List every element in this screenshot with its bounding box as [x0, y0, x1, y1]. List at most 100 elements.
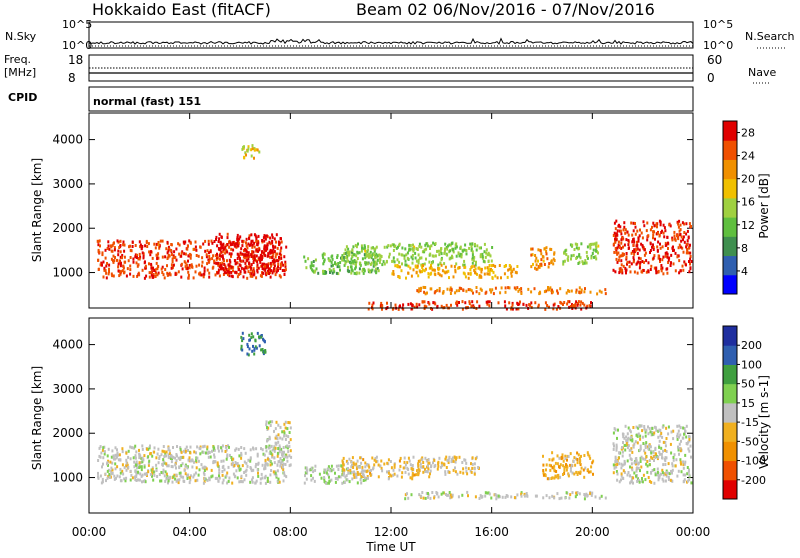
power-cell	[660, 231, 663, 234]
velocity-cell	[490, 496, 493, 500]
power-cell	[437, 249, 440, 253]
velocity-cell	[196, 456, 199, 460]
power-cell	[616, 229, 619, 233]
velocity-cell	[217, 449, 220, 453]
power-cell	[117, 249, 120, 253]
plot-title: Hokkaido East (fitACF)	[92, 0, 271, 19]
velocity-colorbar-segment	[723, 402, 737, 423]
power-cell	[516, 286, 519, 290]
velocity-cell	[687, 440, 690, 444]
power-cell	[636, 252, 639, 255]
velocity-cell	[638, 425, 641, 429]
velocity-cell	[266, 457, 269, 461]
velocity-cell	[441, 464, 444, 468]
velocity-cell	[179, 457, 182, 461]
power-cell	[452, 275, 455, 279]
power-cell	[631, 240, 634, 244]
power-cell	[619, 229, 622, 233]
velocity-cell	[667, 462, 670, 466]
velocity-cell	[413, 473, 416, 477]
power-cell	[655, 232, 658, 236]
velocity-cell	[283, 473, 286, 477]
velocity-cell	[191, 465, 194, 469]
power-cell	[130, 249, 133, 253]
velocity-cell	[189, 451, 192, 455]
power-cell	[589, 246, 592, 250]
velocity-cell	[580, 466, 583, 470]
power-cell	[304, 259, 307, 263]
velocity-cell	[203, 444, 206, 448]
power-cell	[585, 261, 588, 265]
power-cell	[370, 270, 373, 274]
power-cell	[205, 255, 208, 259]
velocity-cell	[199, 445, 202, 449]
power-cell	[405, 263, 408, 267]
velocity-cell	[670, 430, 673, 434]
power-cell	[237, 268, 240, 271]
power-cell	[622, 228, 625, 232]
power-cell	[264, 245, 266, 249]
power-cell	[678, 219, 681, 223]
power-cell	[409, 302, 412, 306]
velocity-cell	[474, 457, 477, 461]
velocity-cell	[221, 473, 224, 477]
power-cell	[471, 300, 474, 304]
velocity-cell	[642, 457, 645, 461]
velocity-cell	[422, 461, 425, 464]
power-cell	[424, 286, 427, 289]
power-cell	[112, 274, 115, 278]
power-cell	[685, 232, 688, 236]
velocity-cell	[179, 447, 182, 451]
velocity-cell	[306, 471, 309, 475]
power-cell	[360, 244, 363, 248]
velocity-cell	[360, 481, 363, 485]
power-cell	[488, 269, 491, 273]
velocity-cell	[312, 476, 314, 480]
power-cell	[264, 237, 267, 241]
power-cell	[645, 229, 648, 233]
power-cell	[217, 270, 220, 274]
power-cell	[652, 256, 655, 260]
power-cell	[431, 261, 434, 265]
power-cell	[671, 236, 674, 240]
velocity-cell	[203, 465, 206, 469]
power-cell	[249, 268, 252, 272]
power-cell	[490, 259, 493, 263]
velocity-cell	[454, 460, 457, 464]
power-cell	[398, 276, 401, 280]
velocity-cell	[616, 460, 619, 464]
velocity-cell	[282, 446, 285, 449]
power-cell	[148, 275, 151, 279]
velocity-cell	[667, 471, 670, 475]
power-cell	[535, 263, 538, 267]
velocity-cell	[276, 454, 279, 458]
power-cell	[510, 271, 513, 275]
power-colorbar-tick-label: 24	[741, 150, 755, 163]
velocity-cell	[651, 469, 654, 472]
power-cell	[228, 271, 231, 274]
power-cell	[620, 263, 623, 267]
power-cell	[113, 248, 116, 252]
power-cell	[457, 266, 460, 270]
power-cell	[683, 240, 686, 244]
power-cell	[264, 254, 267, 258]
power-cell	[140, 246, 143, 250]
power-cell	[241, 244, 244, 248]
velocity-cell	[129, 478, 132, 482]
power-cell	[441, 269, 444, 273]
power-cell	[540, 252, 543, 256]
power-cell	[588, 304, 591, 308]
power-cell	[215, 261, 218, 265]
power-cell	[152, 275, 155, 279]
power-cell	[312, 260, 315, 263]
velocity-cell	[387, 458, 390, 462]
power-cell	[161, 271, 164, 274]
power-cell	[161, 265, 164, 269]
velocity-cell	[501, 495, 504, 499]
power-cell	[273, 266, 276, 270]
power-cell	[203, 269, 206, 273]
power-cell	[129, 256, 132, 259]
power-cell	[469, 288, 472, 292]
velocity-cell	[665, 437, 668, 440]
